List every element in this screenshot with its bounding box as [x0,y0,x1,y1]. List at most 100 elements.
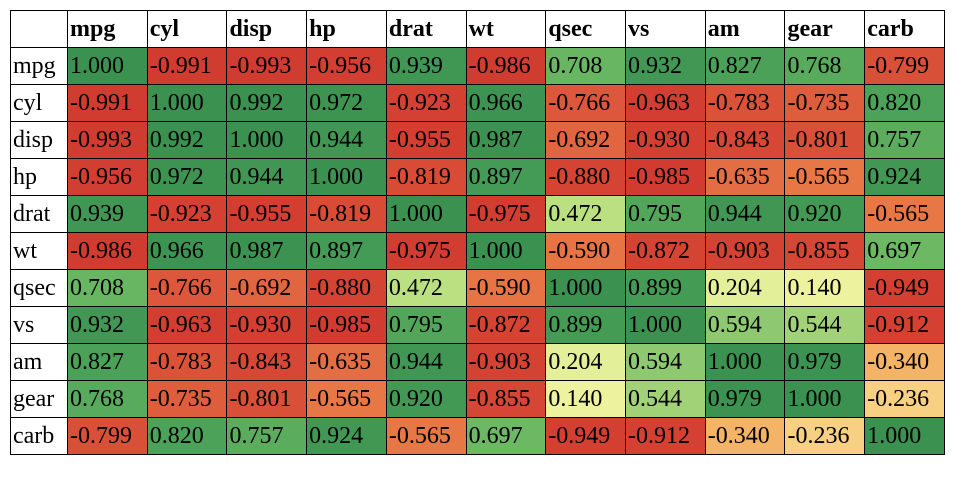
correlation-cell: 0.979 [784,343,866,381]
correlation-cell: -0.880 [306,269,387,307]
column-header: vs [625,10,706,48]
row-label: cyl [10,84,68,122]
correlation-cell: 0.757 [864,121,945,159]
correlation-cell: 1.000 [465,232,547,270]
correlation-cell: 0.544 [625,380,706,418]
correlation-cell: 0.594 [625,343,706,381]
correlation-cell: -0.590 [465,269,547,307]
correlation-cell: 0.992 [226,84,308,122]
correlation-cell: 1.000 [864,417,945,455]
correlation-cell: 0.920 [784,195,866,233]
correlation-cell: -0.903 [465,343,547,381]
correlation-cell: 0.924 [306,417,387,455]
table-row: drat 0.939 -0.923 -0.955 -0.819 1.000 -0.975 0.… [10,195,945,233]
correlation-cell: 0.827 [704,47,786,85]
correlation-cell: -0.855 [784,232,866,270]
correlation-cell: -0.872 [465,306,547,344]
table-row: gear 0.768 -0.735 -0.801 -0.565 0.920 -0.855 0.… [10,380,945,418]
row-label: gear [10,380,68,418]
correlation-cell: 0.944 [226,158,308,196]
header-row: mpg cyl disp hp drat wt qsec vs am gear carb [10,10,945,48]
correlation-cell: 0.697 [864,232,945,270]
correlation-cell: -0.963 [625,84,706,122]
correlation-cell: -0.735 [146,380,228,418]
row-label: mpg [10,47,68,85]
correlation-cell: -0.635 [306,343,387,381]
row-label: wt [10,232,68,270]
correlation-cell: 0.140 [784,269,866,307]
correlation-cell: -0.590 [545,232,627,270]
correlation-cell: -0.819 [385,158,467,196]
correlation-cell: 0.966 [146,232,228,270]
row-label: drat [10,195,68,233]
correlation-cell: 0.768 [67,380,148,418]
correlation-cell: -0.880 [545,158,627,196]
correlation-cell: -0.799 [67,417,148,455]
correlation-cell: 0.897 [306,232,387,270]
correlation-cell: 1.000 [385,195,467,233]
correlation-cell: -0.843 [226,343,308,381]
correlation-cell: -0.766 [545,84,627,122]
correlation-cell: -0.872 [625,232,706,270]
row-label: disp [10,121,68,159]
table-row: vs 0.932 -0.963 -0.930 -0.985 0.795 -0.872 0.89… [10,306,945,344]
correlation-cell: -0.855 [465,380,547,418]
column-header: carb [864,10,945,48]
correlation-cell: 1.000 [784,380,866,418]
correlation-cell: 0.820 [146,417,228,455]
correlation-cell: 0.972 [146,158,228,196]
correlation-cell: 0.932 [67,306,148,344]
correlation-cell: 0.939 [67,195,148,233]
correlation-cell: -0.956 [306,47,387,85]
correlation-cell: -0.692 [226,269,308,307]
correlation-cell: -0.963 [146,306,228,344]
column-header: drat [385,10,467,48]
correlation-cell: 0.972 [306,84,387,122]
correlation-cell: 1.000 [306,158,387,196]
correlation-cell: 0.140 [545,380,627,418]
row-label: am [10,343,68,381]
correlation-cell: -0.692 [545,121,627,159]
correlation-cell: 0.708 [67,269,148,307]
correlation-cell: 1.000 [226,121,308,159]
column-header: qsec [545,10,627,48]
correlation-cell: 0.920 [385,380,467,418]
correlation-cell: -0.903 [704,232,786,270]
correlation-cell: -0.801 [784,121,866,159]
correlation-cell: -0.985 [306,306,387,344]
correlation-cell: -0.986 [67,232,148,270]
correlation-cell: -0.912 [864,306,945,344]
correlation-cell: 1.000 [545,269,627,307]
column-header: hp [306,10,387,48]
correlation-cell: -0.930 [226,306,308,344]
correlation-cell: -0.783 [146,343,228,381]
correlation-cell: 0.987 [226,232,308,270]
correlation-cell: -0.912 [625,417,706,455]
correlation-cell: -0.993 [67,121,148,159]
correlation-cell: -0.975 [465,195,547,233]
correlation-cell: -0.843 [704,121,786,159]
correlation-cell: -0.783 [704,84,786,122]
correlation-cell: 0.795 [385,306,467,344]
correlation-cell: -0.956 [67,158,148,196]
correlation-cell: -0.949 [864,269,945,307]
correlation-cell: -0.766 [146,269,228,307]
correlation-cell: 0.768 [784,47,866,85]
correlation-cell: 0.979 [704,380,786,418]
correlation-cell: 1.000 [67,47,148,85]
correlation-cell: 0.944 [385,343,467,381]
correlation-cell: 0.897 [465,158,547,196]
row-label: hp [10,158,68,196]
correlation-cell: 1.000 [704,343,786,381]
correlation-cell: -0.635 [704,158,786,196]
column-header: mpg [67,10,148,48]
correlation-cell: 0.544 [784,306,866,344]
table-row: cyl -0.991 1.000 0.992 0.972 -0.923 0.966 -0.76… [10,84,945,122]
correlation-cell: 0.795 [625,195,706,233]
correlation-cell: 0.204 [704,269,786,307]
correlation-cell: -0.955 [226,195,308,233]
correlation-cell: 0.472 [545,195,627,233]
correlation-cell: 0.987 [465,121,547,159]
correlation-cell: -0.565 [385,417,467,455]
